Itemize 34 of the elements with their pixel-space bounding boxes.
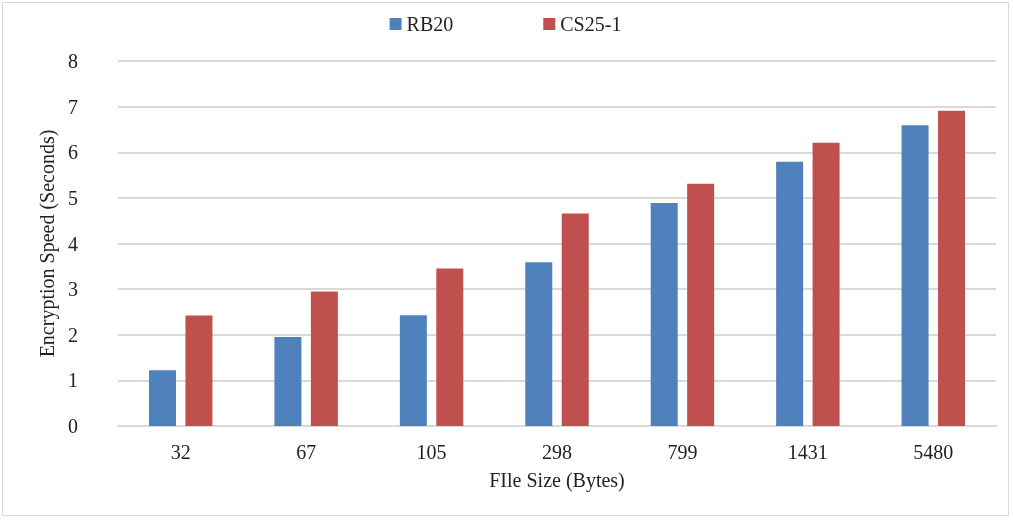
x-tick-label: 5480 [913, 441, 954, 463]
y-tick-label: 1 [68, 369, 78, 392]
y-tick-label: 4 [68, 232, 78, 255]
bar [436, 268, 464, 426]
bar [901, 125, 929, 426]
bar [399, 315, 427, 426]
bar [812, 142, 840, 426]
y-tick-label: 6 [68, 141, 78, 164]
x-tick-label: 799 [667, 441, 698, 463]
y-axis-title: Encryption Speed (Seconds) [36, 129, 60, 358]
x-tick-label: 298 [542, 441, 572, 463]
y-tick-label: 5 [68, 186, 78, 209]
bar [561, 213, 589, 426]
y-tick-label: 0 [68, 415, 78, 437]
bar [274, 337, 302, 426]
bar [687, 183, 715, 426]
y-tick-label: 7 [68, 95, 78, 118]
bar [185, 315, 213, 426]
x-tick-label: 32 [170, 441, 191, 463]
y-tick-label: 8 [68, 50, 78, 72]
x-tick-label: 67 [296, 441, 317, 463]
bar [650, 202, 678, 426]
legend-label: CS25-1 [560, 13, 622, 35]
bar [525, 262, 553, 426]
y-tick-label: 3 [68, 278, 78, 301]
x-tick-label: 1431 [787, 441, 828, 463]
bar [776, 161, 804, 426]
x-tick-label: 105 [416, 441, 447, 463]
y-tick-label: 2 [68, 323, 78, 346]
bar [310, 291, 338, 426]
bar [148, 370, 176, 426]
x-axis-title: FIle Size (Bytes) [489, 469, 625, 492]
legend-label: RB20 [406, 13, 454, 35]
bar [938, 110, 966, 426]
